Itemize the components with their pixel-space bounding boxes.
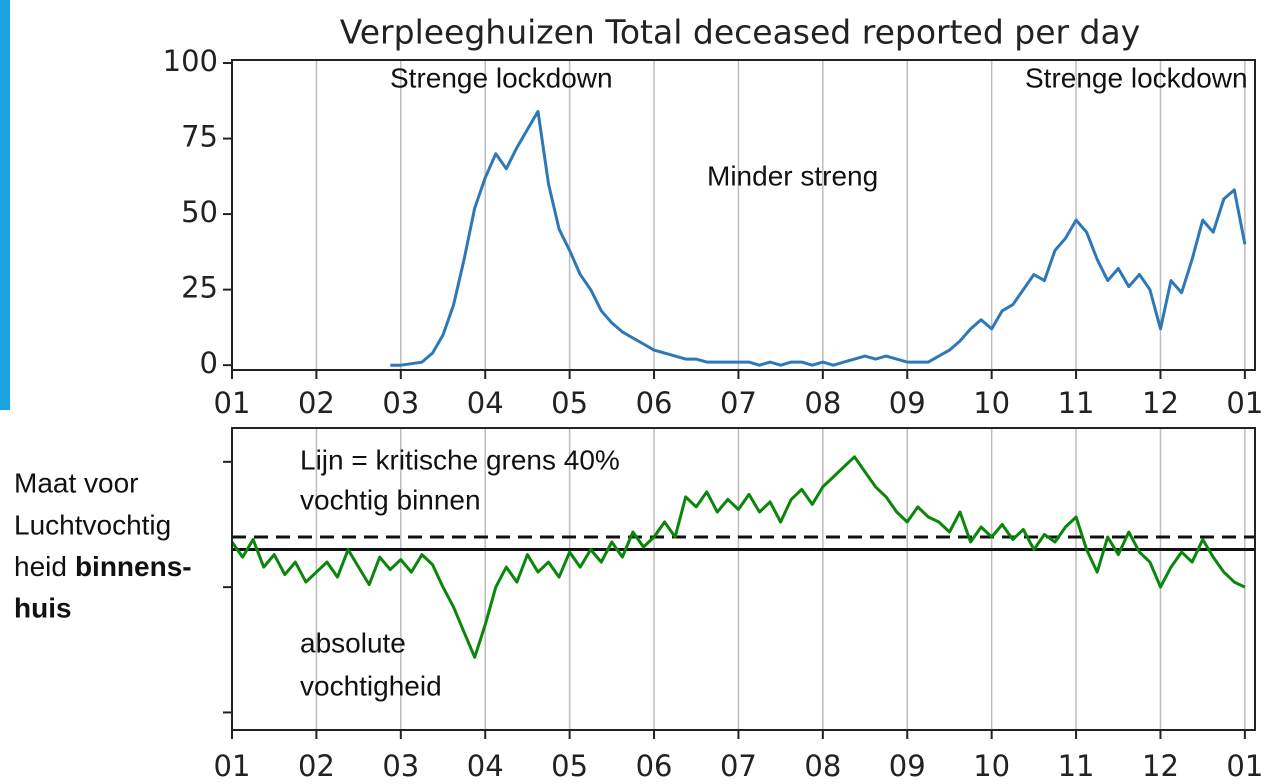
plot-frame — [231, 59, 1256, 371]
x-tick-label: 03 — [382, 386, 419, 420]
x-tick-label: 11 — [1058, 386, 1095, 420]
y-tick-label: 100 — [163, 44, 218, 78]
y-tick-label: 0 — [200, 346, 218, 380]
x-tick-label: 01 — [214, 749, 251, 783]
side-label: Maat voor — [14, 467, 139, 498]
side-label-part: heid — [14, 551, 67, 582]
x-tick-label: 04 — [467, 749, 504, 783]
y-tick-label: 75 — [181, 120, 218, 154]
x-tick-label: 08 — [804, 749, 841, 783]
side-label: heid binnens- — [14, 551, 192, 582]
x-tick-label: 04 — [467, 386, 504, 420]
annotation: vochtigheid — [300, 670, 442, 701]
annotation: absolute — [300, 627, 406, 658]
x-tick-label: 02 — [298, 749, 335, 783]
x-tick-label: 07 — [720, 749, 757, 783]
accent-bar — [0, 0, 10, 410]
x-tick-label: 01 — [1226, 386, 1263, 420]
x-tick-label: 05 — [551, 386, 588, 420]
annotation: Strenge lockdown — [1025, 62, 1248, 93]
x-tick-label: 06 — [636, 749, 673, 783]
x-tick-label: 10 — [973, 749, 1010, 783]
y-tick-label: 50 — [181, 195, 218, 229]
x-tick-label: 09 — [889, 386, 926, 420]
plot-frame — [231, 427, 1256, 731]
side-label: Luchtvochtig — [14, 509, 171, 540]
side-label: huis — [14, 592, 72, 623]
data-line — [230, 455, 1246, 659]
x-tick-label: 09 — [889, 749, 926, 783]
x-tick-label: 10 — [973, 386, 1010, 420]
x-tick-label: 01 — [214, 386, 251, 420]
y-tick-label: 25 — [181, 271, 218, 305]
x-tick-label: 12 — [1142, 749, 1179, 783]
x-tick-label: 03 — [382, 749, 419, 783]
x-tick-label: 02 — [298, 386, 335, 420]
x-tick-label: 06 — [636, 386, 673, 420]
x-tick-label: 11 — [1058, 749, 1095, 783]
x-tick-label: 12 — [1142, 386, 1179, 420]
annotation: Minder streng — [707, 160, 878, 191]
side-label-bold: binnens- — [75, 551, 192, 582]
data-line — [390, 109, 1247, 367]
x-tick-label: 07 — [720, 386, 757, 420]
chart-title: Verpleeghuizen Total deceased reported p… — [340, 13, 1141, 52]
x-tick-label: 05 — [551, 749, 588, 783]
x-tick-label: 08 — [804, 386, 841, 420]
x-tick-label: 01 — [1226, 749, 1263, 783]
annotation: Strenge lockdown — [390, 62, 613, 93]
annotation: Lijn = kritische grens 40% — [300, 444, 620, 475]
annotation: vochtig binnen — [300, 484, 481, 515]
